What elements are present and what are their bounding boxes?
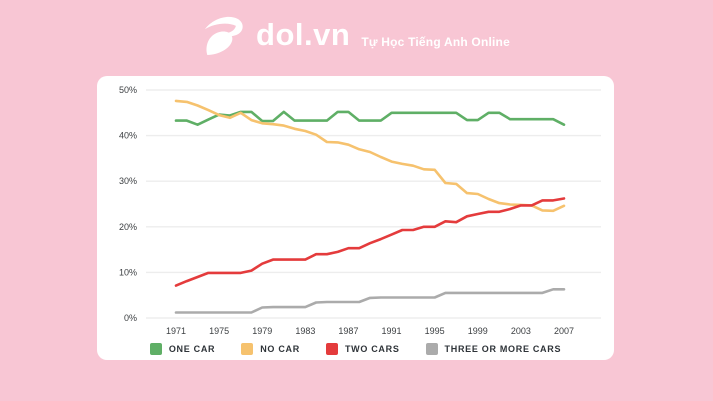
logo-wordmark: dol.vn bbox=[256, 17, 351, 52]
logo-tagline: Tự Học Tiếng Anh Online bbox=[361, 35, 510, 49]
x-axis-tick-label: 2007 bbox=[554, 326, 574, 336]
x-axis-tick-label: 1971 bbox=[166, 326, 186, 336]
legend-label-two-cars: TWO CARS bbox=[344, 344, 400, 354]
legend-swatch-one-car bbox=[149, 343, 162, 355]
legend-label-one-car: ONE CAR bbox=[168, 344, 216, 354]
series-line-three-or-more-cars bbox=[174, 288, 566, 314]
series-line-no-car bbox=[174, 99, 566, 213]
legend-item-two-cars: TWO CARS bbox=[325, 343, 400, 355]
x-axis-tick-label: 1991 bbox=[382, 326, 402, 336]
legend-item-no-car: NO CAR bbox=[241, 343, 300, 355]
dol-logo-icon bbox=[204, 16, 243, 56]
x-axis-tick-label: 1983 bbox=[295, 326, 315, 336]
y-axis-tick-label: 50% bbox=[119, 85, 137, 95]
legend-swatch-no-car bbox=[241, 343, 254, 355]
legend-label-three-or-more-cars: THREE OR MORE CARS bbox=[444, 344, 562, 354]
chart-legend: ONE CAR NO CAR TWO CARS THREE OR MORE CARS bbox=[97, 343, 614, 355]
x-axis-tick-label: 1999 bbox=[468, 326, 488, 336]
series-line-two-cars bbox=[174, 197, 566, 287]
y-axis-tick-label: 20% bbox=[119, 222, 137, 232]
y-axis-tick-label: 10% bbox=[119, 267, 137, 277]
y-axis-tick-label: 30% bbox=[119, 176, 137, 186]
x-axis-tick-label: 1995 bbox=[425, 326, 445, 336]
y-axis-tick-label: 0% bbox=[124, 313, 137, 323]
legend-item-three-or-more-cars: THREE OR MORE CARS bbox=[425, 343, 562, 355]
line-chart: 50% 40% 30% 20% 10% 0% 1971 1975 1979 1983 1987 199… bbox=[119, 85, 601, 336]
x-axis-tick-label: 1987 bbox=[338, 326, 358, 336]
header: dol.vn Tự Học Tiếng Anh Online bbox=[0, 0, 713, 57]
x-axis-tick-label: 1975 bbox=[209, 326, 229, 336]
legend-swatch-two-cars bbox=[325, 343, 338, 355]
chart-card: 50% 40% 30% 20% 10% 0% 1971 1975 1979 1983 1987 199… bbox=[97, 76, 614, 360]
series-line-one-car bbox=[174, 110, 566, 127]
legend-label-no-car: NO CAR bbox=[260, 344, 300, 354]
legend-item-one-car: ONE CAR bbox=[149, 343, 216, 355]
x-axis-tick-label: 1979 bbox=[252, 326, 272, 336]
legend-swatch-three-or-more-cars bbox=[425, 343, 438, 355]
x-axis-tick-label: 2003 bbox=[511, 326, 531, 336]
y-axis-tick-label: 40% bbox=[119, 131, 137, 141]
